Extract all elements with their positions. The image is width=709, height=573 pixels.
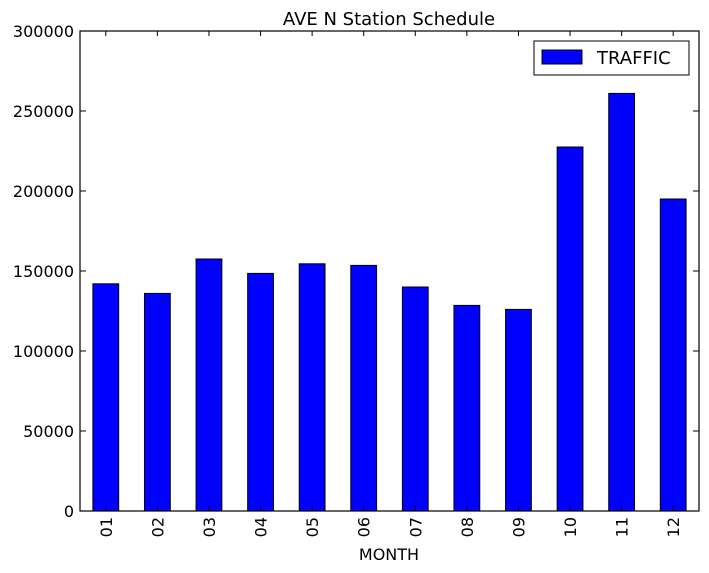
bar-12 bbox=[659, 198, 687, 512]
x-tick-label-12: 12 bbox=[664, 517, 683, 537]
x-tick-label-06: 06 bbox=[355, 517, 374, 537]
y-tick-label: 50000 bbox=[23, 422, 74, 441]
x-tick-label-05: 05 bbox=[303, 517, 322, 537]
plot-frame bbox=[79, 30, 700, 512]
legend: TRAFFIC bbox=[533, 40, 690, 76]
bar-05 bbox=[298, 263, 326, 512]
bar-06 bbox=[350, 264, 378, 512]
x-tick-label-09: 09 bbox=[509, 517, 528, 537]
x-tick-label-10: 10 bbox=[561, 517, 580, 537]
ticks-layer: 01 02 03 04 05 06 07 08 09 10 11 12 0 50000 100000 1500… bbox=[13, 22, 699, 537]
x-tick-label-01: 01 bbox=[97, 517, 116, 537]
x-tick-label-03: 03 bbox=[200, 517, 219, 537]
bar-04 bbox=[247, 272, 274, 512]
y-tick-label: 250000 bbox=[13, 102, 74, 121]
y-tick-label: 100000 bbox=[13, 342, 74, 361]
x-tick-label-08: 08 bbox=[458, 517, 477, 537]
bar-03 bbox=[195, 258, 223, 512]
bar-08 bbox=[453, 304, 481, 512]
legend-swatch-traffic bbox=[541, 49, 583, 65]
legend-label-traffic: TRAFFIC bbox=[596, 48, 671, 69]
x-tick-label-07: 07 bbox=[406, 517, 425, 537]
bar-11 bbox=[608, 92, 636, 512]
x-axis-label: MONTH bbox=[359, 545, 419, 564]
bar-02 bbox=[143, 292, 171, 512]
y-tick-label: 150000 bbox=[13, 262, 74, 281]
bar-07 bbox=[401, 286, 429, 512]
y-tick-label: 0 bbox=[64, 502, 74, 521]
chart-title: AVE N Station Schedule bbox=[283, 9, 495, 30]
x-tick-label-11: 11 bbox=[613, 517, 632, 537]
y-tick-label: 300000 bbox=[13, 22, 74, 41]
bar-01 bbox=[92, 283, 120, 512]
bars-layer bbox=[92, 92, 687, 512]
y-tick-label: 200000 bbox=[13, 182, 74, 201]
bar-10 bbox=[556, 146, 584, 512]
x-tick-label-02: 02 bbox=[148, 517, 167, 537]
bar-09 bbox=[505, 308, 532, 512]
x-tick-label-04: 04 bbox=[252, 517, 271, 537]
